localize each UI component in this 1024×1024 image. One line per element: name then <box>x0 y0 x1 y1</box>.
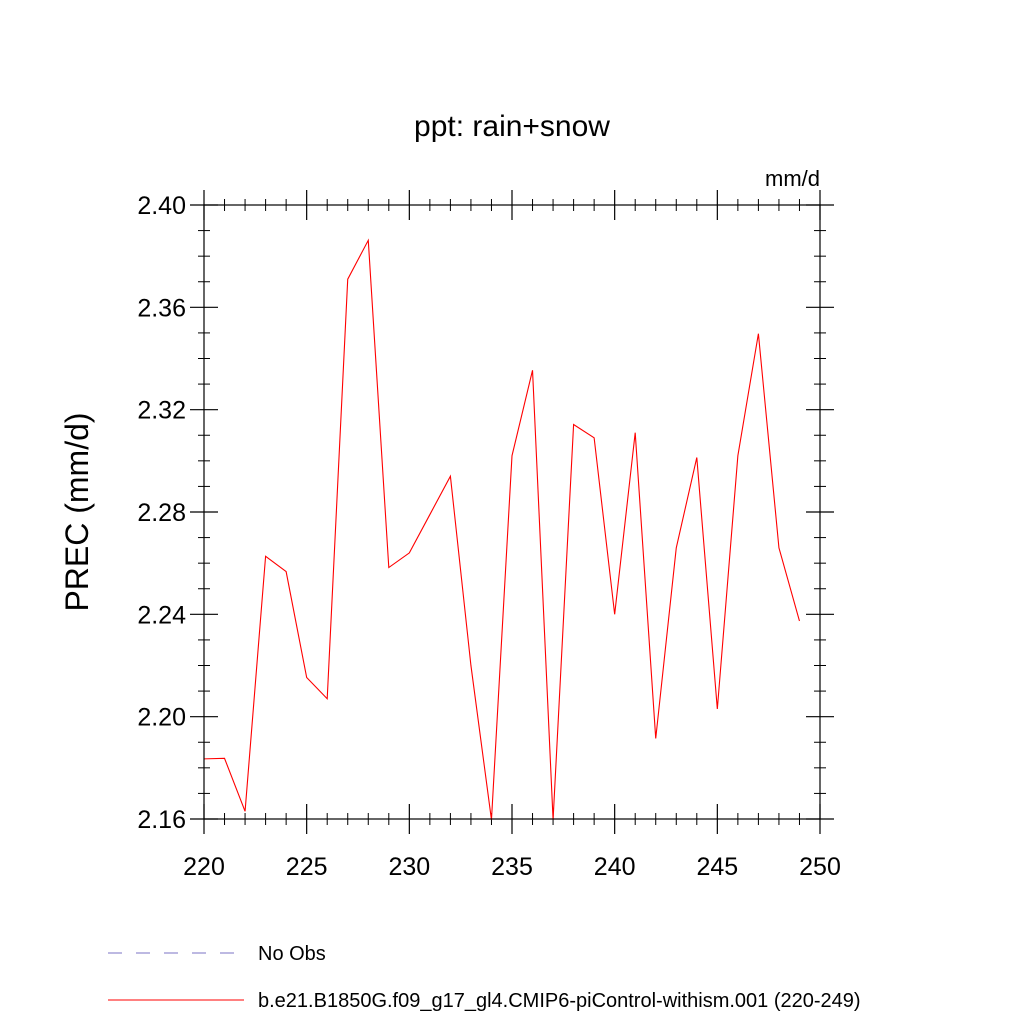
axis-ticks <box>190 190 834 834</box>
chart-title: ppt: rain+snow <box>414 110 610 143</box>
plot-frame <box>203 204 821 820</box>
y-tick-label: 2.16 <box>137 806 186 834</box>
y-tick-label: 2.24 <box>137 601 186 629</box>
y-tick-label: 2.40 <box>137 192 186 220</box>
x-tick-label: 220 <box>183 853 225 881</box>
series-line <box>203 238 800 820</box>
y-tick-label: 2.36 <box>137 294 186 322</box>
x-tick-label: 225 <box>286 853 328 881</box>
x-tick-label: 245 <box>696 853 738 881</box>
x-tick-labels: 220 225 230 235 240 245 250 <box>183 853 841 881</box>
legend: No Obs b.e21.B1850G.f09_g17_gl4.CMIP6-pi… <box>108 943 861 1012</box>
x-tick-label: 235 <box>491 853 533 881</box>
series-group <box>203 238 800 820</box>
x-tick-label: 250 <box>799 853 841 881</box>
x-tick-label: 240 <box>594 853 636 881</box>
units-label: mm/d <box>765 166 820 191</box>
y-tick-labels: 2.16 2.20 2.24 2.28 2.32 2.36 2.40 <box>137 192 186 834</box>
legend-label-model-run: b.e21.B1850G.f09_g17_gl4.CMIP6-piControl… <box>258 990 861 1012</box>
y-axis-label: PREC (mm/d) <box>59 412 95 611</box>
legend-label-no-obs: No Obs <box>258 943 326 965</box>
y-tick-label: 2.28 <box>137 499 186 527</box>
y-tick-label: 2.20 <box>137 704 186 732</box>
x-tick-label: 230 <box>388 853 430 881</box>
y-tick-label: 2.32 <box>137 397 186 425</box>
